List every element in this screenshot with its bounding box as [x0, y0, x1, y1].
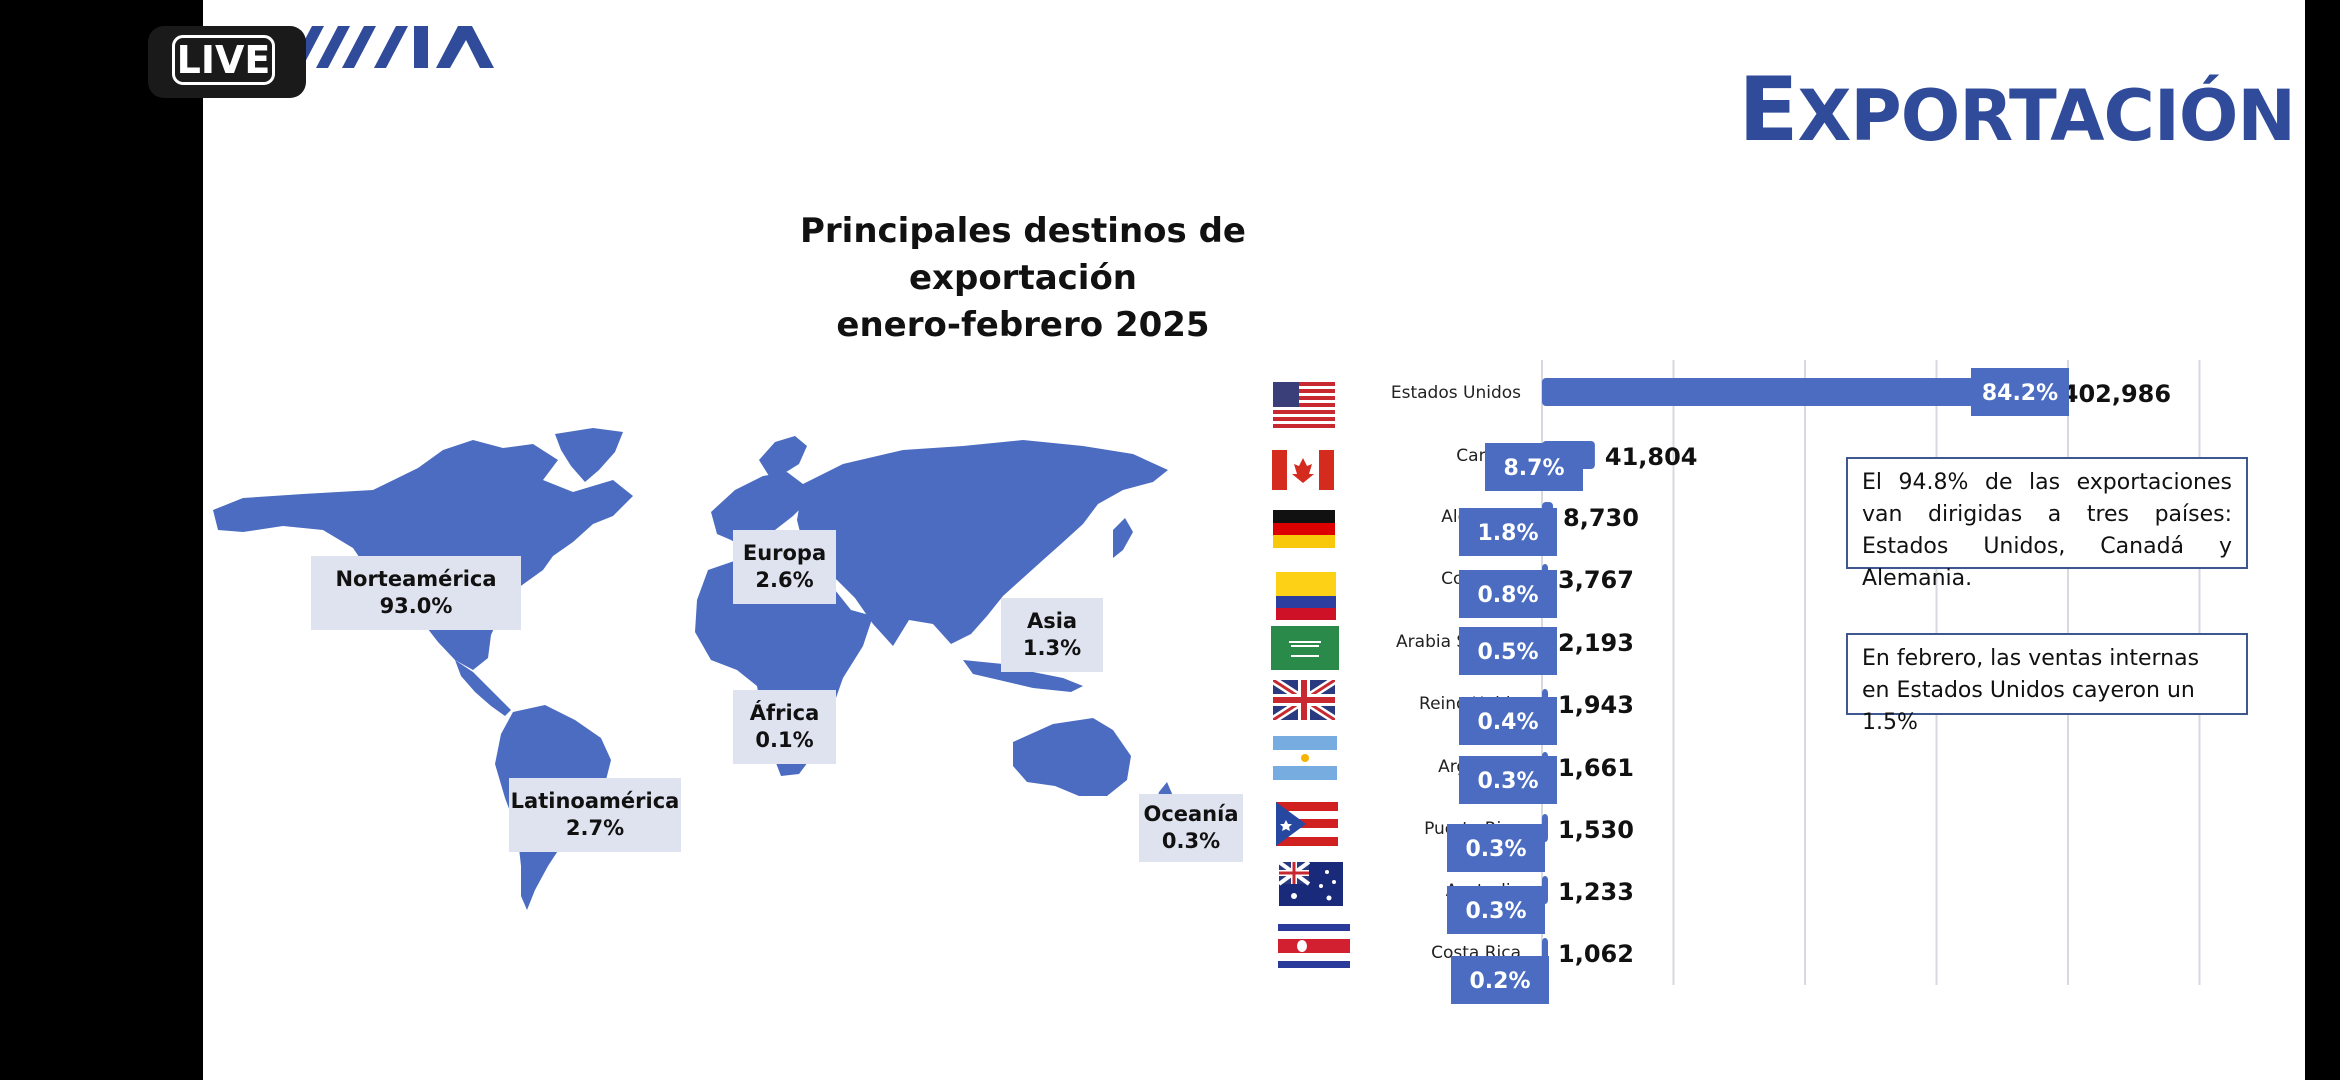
colombia-flag-icon	[1276, 572, 1336, 620]
value-label: 1,233	[1558, 878, 1634, 906]
pct-label: 0.4%	[1477, 710, 1538, 735]
pct-label: 0.8%	[1477, 583, 1538, 608]
pct-label: 1.8%	[1477, 521, 1538, 546]
pct-label: 0.3%	[1465, 837, 1526, 862]
pct-label: 84.2%	[1982, 381, 2058, 406]
region-label-africa: África 0.1%	[733, 690, 836, 764]
presentation-slide: EXPORTACIÓN Principales destinos de expo…	[203, 0, 2305, 1080]
scandinavia-shape	[759, 436, 807, 476]
region-label-europe: Europa 2.6%	[733, 530, 836, 604]
pct-label: 0.3%	[1465, 899, 1526, 924]
pct-box	[1459, 570, 1557, 618]
live-badge-label: LIVE	[172, 35, 275, 85]
region-label-oceania: Oceanía 0.3%	[1139, 794, 1243, 862]
live-badge: LIVE	[148, 26, 306, 98]
australia-flag-icon	[1279, 862, 1343, 906]
canada-flag-icon	[1272, 450, 1334, 490]
greenland-shape	[555, 428, 623, 482]
pct-box	[1447, 824, 1545, 872]
africa-shape	[695, 558, 873, 776]
asia-shape	[797, 440, 1168, 646]
value-label: 1,062	[1558, 940, 1634, 968]
pct-label: 8.7%	[1503, 456, 1564, 481]
value-label: 8,730	[1563, 504, 1639, 532]
japan-shape	[1113, 518, 1133, 558]
pct-box	[1447, 886, 1545, 934]
value-label: 3,767	[1558, 566, 1634, 594]
australia-shape	[1013, 718, 1131, 796]
germany-flag-icon	[1273, 510, 1335, 548]
maia-logo	[290, 26, 494, 68]
pct-box	[1459, 756, 1557, 804]
region-label-asia: Asia 1.3%	[1001, 598, 1103, 672]
uk-flag-icon	[1273, 680, 1335, 720]
value-label: 402,986	[2062, 380, 2171, 408]
pct-box	[1459, 508, 1557, 556]
chart-title: Principales destinos de exportación ener…	[783, 208, 1263, 349]
usa-flag-icon	[1273, 382, 1335, 430]
note-top-three: El 94.8% de las exportaciones van dirigi…	[1846, 457, 2248, 591]
value-label: 1,943	[1558, 691, 1634, 719]
slide-title: EXPORTACIÓN	[1738, 58, 2296, 161]
central-america-shape	[455, 660, 511, 716]
pct-box	[1971, 368, 2069, 416]
region-label-north-america: Norteamérica 93.0%	[311, 556, 521, 630]
puerto-rico-flag-icon	[1276, 802, 1338, 846]
value-label: 1,530	[1558, 816, 1634, 844]
indonesia-shape	[963, 660, 1083, 692]
bar	[1542, 378, 2052, 406]
country-label: Estados Unidos	[1391, 383, 1521, 403]
value-label: 41,804	[1605, 443, 1698, 471]
pct-box	[1459, 627, 1557, 675]
note-internal-sales: En febrero, las ventas internas en Estad…	[1846, 633, 2248, 735]
pct-box	[1451, 956, 1549, 1004]
chart-title-line-1: Principales destinos de exportación	[799, 211, 1246, 298]
value-label: 1,661	[1558, 754, 1634, 782]
saudi-arabia-flag-icon	[1271, 626, 1339, 670]
north-america-shape	[213, 440, 633, 670]
region-label-latin-america: Latinoamérica 2.7%	[509, 778, 681, 852]
pct-label: 0.5%	[1477, 640, 1538, 665]
argentina-flag-icon	[1273, 736, 1337, 780]
pct-box	[1459, 697, 1557, 745]
pct-box	[1485, 443, 1583, 491]
pct-label: 0.3%	[1477, 769, 1538, 794]
pct-label: 0.2%	[1469, 969, 1530, 994]
value-label: 2,193	[1558, 629, 1634, 657]
costa-rica-flag-icon	[1278, 924, 1350, 968]
chart-title-line-2: enero-febrero 2025	[836, 305, 1210, 345]
